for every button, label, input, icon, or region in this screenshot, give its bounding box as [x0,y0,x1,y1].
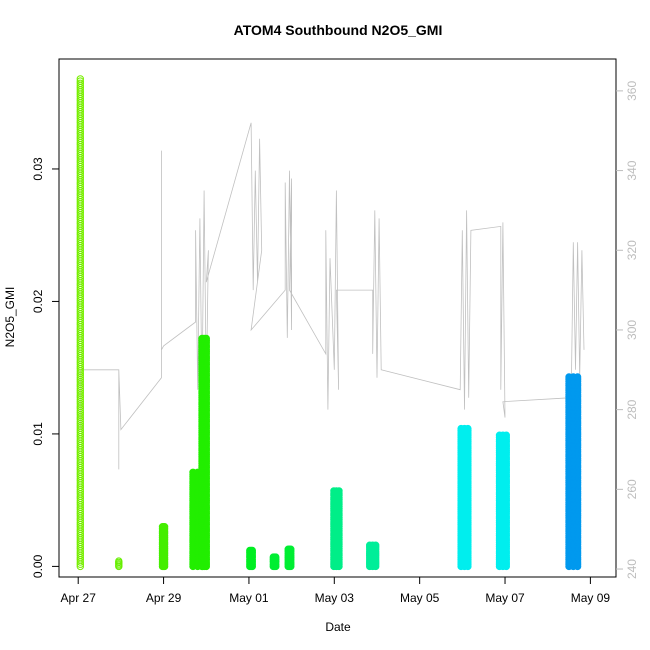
x-tick-label: Apr 29 [146,591,182,605]
point-cluster [284,545,295,571]
y2-tick-label: 280 [625,399,639,419]
y2-tick-label: 340 [625,160,639,180]
data-point [202,334,211,343]
point-cluster [115,557,123,571]
y-tick-label: 0.00 [31,554,45,578]
y2-tick-label: 260 [625,479,639,499]
chart-title: ATOM4 Southbound N2O5_GMI [234,22,443,38]
y-tick-label: 0.01 [31,422,45,446]
points-layer [76,75,582,571]
y2-tick-label: 320 [625,240,639,260]
secondary-series-layer [79,122,585,470]
point-cluster [158,523,169,571]
data-point [76,75,85,83]
x-tick-label: May 01 [229,591,269,605]
y-tick-label: 0.03 [31,157,45,181]
data-point [160,523,169,531]
point-cluster [246,546,257,571]
point-cluster [366,541,380,571]
y-tick-label: 0.02 [31,289,45,313]
y2-tick-label: 300 [625,320,639,340]
y-axis-label: N2O5_GMI [3,287,17,348]
x-axis-label: Date [325,620,351,634]
point-cluster [330,487,343,571]
point-cluster [495,431,510,571]
data-point [272,553,280,561]
data-point [372,541,380,549]
secondary-series-line [79,122,585,470]
x-tick-label: May 05 [400,591,440,605]
x-tick-label: May 03 [315,591,355,605]
axes-layer: Apr 27 Apr 29 May 01 May 03 May 05 May 07 May … [31,81,639,605]
y2-tick-label: 240 [625,559,639,579]
point-cluster [565,373,582,571]
data-point [115,557,123,565]
point-cluster [76,75,85,571]
point-cluster [457,424,472,571]
data-point [573,373,582,381]
data-point [502,431,510,439]
y2-tick-label: 360 [625,81,639,101]
x-tick-label: May 09 [571,591,611,605]
x-tick-label: May 07 [485,591,525,605]
x-tick-label: Apr 27 [61,591,97,605]
data-point [248,546,257,555]
data-point [287,545,295,553]
point-cluster [269,553,280,571]
data-point [76,77,85,85]
data-point [76,79,85,88]
point-cluster [198,334,211,571]
data-point [464,424,472,433]
data-point [335,487,343,495]
